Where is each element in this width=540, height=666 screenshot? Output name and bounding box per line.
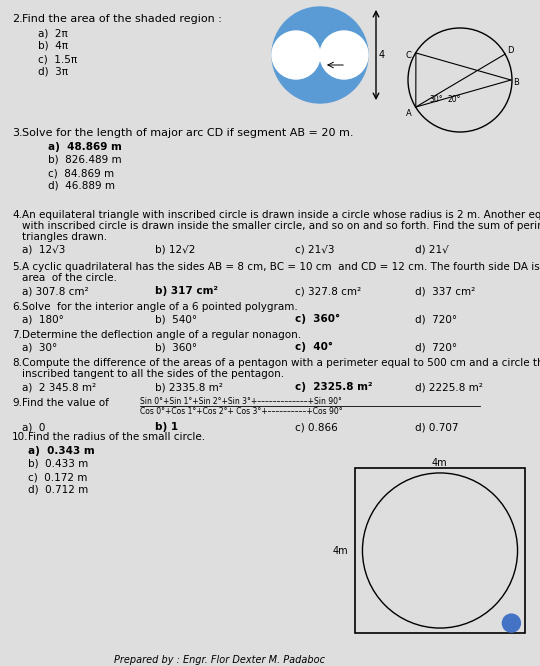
Text: b)  826.489 m: b) 826.489 m — [48, 155, 122, 165]
Text: B: B — [513, 78, 519, 87]
Text: with inscribed circle is drawn inside the smaller circle, and so on and so forth: with inscribed circle is drawn inside th… — [22, 221, 540, 231]
Text: c) 0.866: c) 0.866 — [295, 422, 338, 432]
Text: Solve for the length of major arc CD if segment AB = 20 m.: Solve for the length of major arc CD if … — [22, 128, 354, 138]
Text: a)  180°: a) 180° — [22, 314, 64, 324]
Text: d)  0.712 m: d) 0.712 m — [28, 485, 88, 495]
Text: 10.: 10. — [12, 432, 29, 442]
Bar — [355, 468, 525, 633]
Text: Find the radius of the small circle.: Find the radius of the small circle. — [28, 432, 205, 442]
Circle shape — [272, 31, 320, 79]
Text: 4m: 4m — [333, 545, 349, 555]
Text: c)  40°: c) 40° — [295, 342, 333, 352]
Text: a)  12√3: a) 12√3 — [22, 244, 65, 254]
Text: D: D — [507, 46, 514, 55]
Circle shape — [320, 31, 368, 79]
Circle shape — [272, 7, 368, 103]
Text: d)  720°: d) 720° — [415, 342, 457, 352]
Text: c)  84.869 m: c) 84.869 m — [48, 168, 114, 178]
Text: a)  2 345.8 m²: a) 2 345.8 m² — [22, 382, 96, 392]
Text: 6.: 6. — [12, 302, 22, 312]
Text: 0.5: 0.5 — [326, 63, 338, 72]
Circle shape — [502, 614, 521, 632]
Text: d) 2225.8 m²: d) 2225.8 m² — [415, 382, 483, 392]
Text: b)  360°: b) 360° — [155, 342, 197, 352]
Text: c)  1.5π: c) 1.5π — [38, 54, 77, 64]
Text: 30°: 30° — [430, 95, 443, 104]
Text: c) 21√3: c) 21√3 — [295, 244, 334, 254]
Text: a) 307.8 cm²: a) 307.8 cm² — [22, 286, 89, 296]
Text: b)  4π: b) 4π — [38, 41, 68, 51]
Text: b) 12√2: b) 12√2 — [155, 244, 195, 254]
Text: d)  3π: d) 3π — [38, 67, 68, 77]
Text: Compute the difference of the areas of a pentagon with a perimeter equal to 500 : Compute the difference of the areas of a… — [22, 358, 540, 368]
Text: Cos 0°+Cos 1°+Cos 2°+ Cos 3°+––––––––––+Cos 90°: Cos 0°+Cos 1°+Cos 2°+ Cos 3°+––––––––––+… — [140, 407, 342, 416]
Text: 7.: 7. — [12, 330, 22, 340]
Text: 2.: 2. — [12, 14, 23, 24]
Text: 9.: 9. — [12, 398, 22, 408]
Text: a)  48.869 m: a) 48.869 m — [48, 142, 122, 152]
Text: d)  720°: d) 720° — [415, 314, 457, 324]
Text: c)  2325.8 m²: c) 2325.8 m² — [295, 382, 373, 392]
Text: a)  0.343 m: a) 0.343 m — [28, 446, 94, 456]
Text: inscribed tangent to all the sides of the pentagon.: inscribed tangent to all the sides of th… — [22, 369, 284, 379]
Text: 5.: 5. — [12, 262, 22, 272]
Text: c)  360°: c) 360° — [295, 314, 340, 324]
Text: Find the value of: Find the value of — [22, 398, 109, 408]
Text: Prepared by : Engr. Flor Dexter M. Padaboc: Prepared by : Engr. Flor Dexter M. Padab… — [114, 655, 326, 665]
Text: 4m: 4m — [432, 458, 448, 468]
Text: Solve  for the interior angle of a 6 pointed polygram.: Solve for the interior angle of a 6 poin… — [22, 302, 298, 312]
Text: b) 1: b) 1 — [155, 422, 178, 432]
Text: c)  0.172 m: c) 0.172 m — [28, 472, 87, 482]
Text: c) 327.8 cm²: c) 327.8 cm² — [295, 286, 361, 296]
Text: b)  0.433 m: b) 0.433 m — [28, 459, 88, 469]
Text: b)  540°: b) 540° — [155, 314, 197, 324]
Text: d) 0.707: d) 0.707 — [415, 422, 458, 432]
Text: Determine the deflection angle of a regular nonagon.: Determine the deflection angle of a regu… — [22, 330, 301, 340]
Text: 8.: 8. — [12, 358, 22, 368]
Text: An equilateral triangle with inscribed circle is drawn inside a circle whose rad: An equilateral triangle with inscribed c… — [22, 210, 540, 220]
Text: a)  2π: a) 2π — [38, 28, 68, 38]
Text: b) 2335.8 m²: b) 2335.8 m² — [155, 382, 223, 392]
Text: a)  30°: a) 30° — [22, 342, 57, 352]
Text: Find the area of the shaded region :: Find the area of the shaded region : — [22, 14, 222, 24]
Text: 20°: 20° — [448, 95, 461, 104]
Text: triangles drawn.: triangles drawn. — [22, 232, 107, 242]
Text: C: C — [406, 51, 412, 60]
Text: area  of the circle.: area of the circle. — [22, 273, 117, 283]
Text: d)  337 cm²: d) 337 cm² — [415, 286, 475, 296]
Text: 4: 4 — [379, 50, 385, 60]
Text: a)  0: a) 0 — [22, 422, 45, 432]
Text: A cyclic quadrilateral has the sides AB = 8 cm, BC = 10 cm  and CD = 12 cm. The : A cyclic quadrilateral has the sides AB … — [22, 262, 540, 272]
Text: Sin 0°+Sin 1°+Sin 2°+Sin 3°+–––––––––––––+Sin 90°: Sin 0°+Sin 1°+Sin 2°+Sin 3°+––––––––––––… — [140, 397, 342, 406]
Text: A: A — [406, 109, 411, 118]
Text: 4.: 4. — [12, 210, 22, 220]
Text: d) 21√: d) 21√ — [415, 244, 455, 254]
Text: d)  46.889 m: d) 46.889 m — [48, 181, 115, 191]
Text: b) 317 cm²: b) 317 cm² — [155, 286, 218, 296]
Text: 3.: 3. — [12, 128, 23, 138]
